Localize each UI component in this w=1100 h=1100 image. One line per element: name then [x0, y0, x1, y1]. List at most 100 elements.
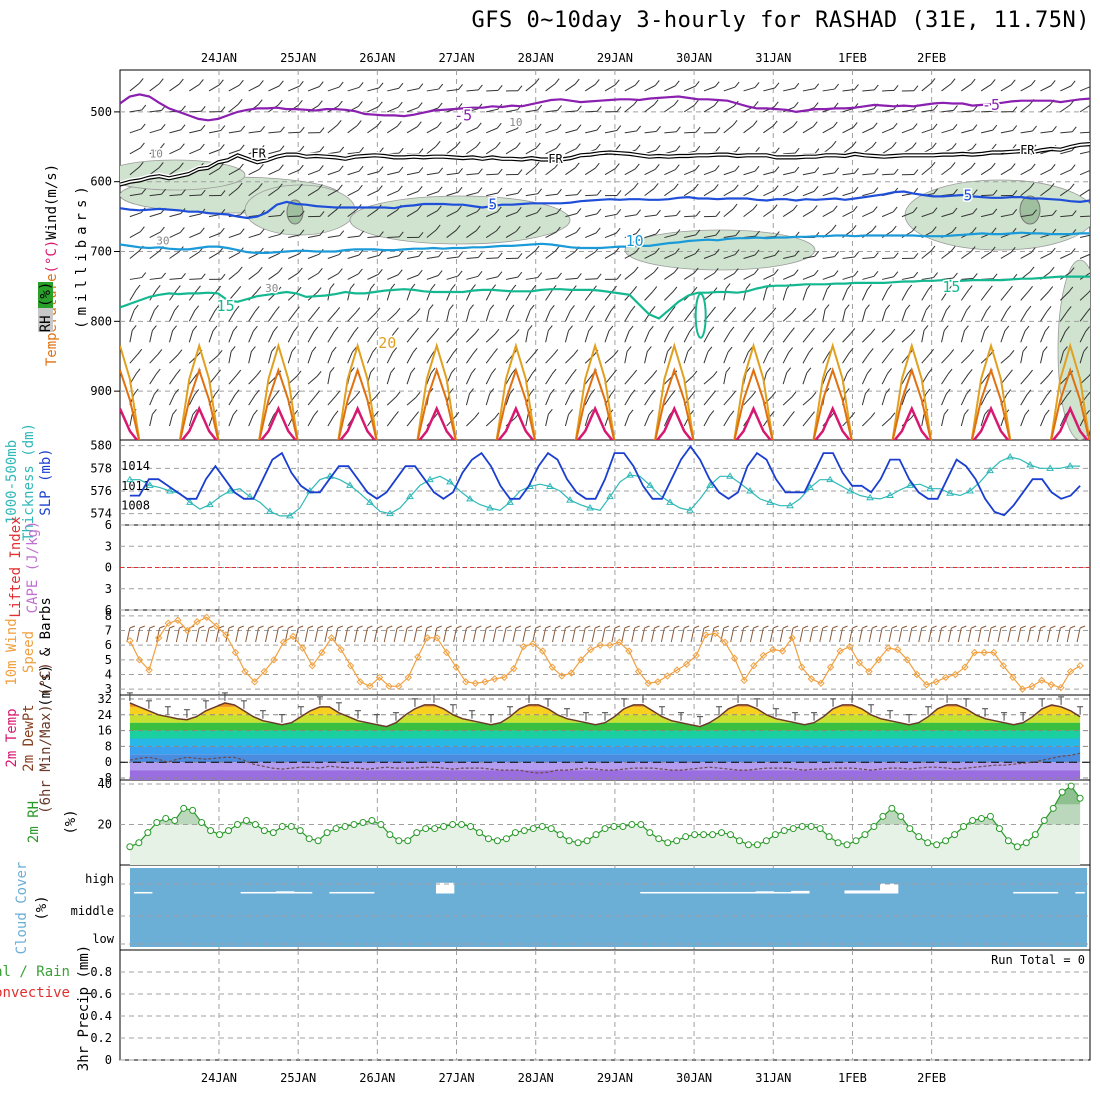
date-label-top: 31JAN — [755, 51, 791, 65]
wind-barb — [466, 211, 478, 218]
wind-barb — [141, 188, 147, 195]
wind-barb — [723, 372, 727, 385]
wind-barb — [732, 119, 738, 126]
wind-barb — [288, 169, 300, 176]
wind-barb-10m — [809, 627, 814, 643]
date-label-top: 1FEB — [838, 51, 867, 65]
wind-barb — [644, 331, 650, 343]
wind-barb — [846, 367, 852, 374]
wind-barb — [774, 82, 780, 89]
wind-barb — [624, 374, 634, 385]
wind-barb — [485, 333, 496, 343]
wind-barb-10m — [146, 627, 151, 643]
wind-barb — [822, 372, 828, 385]
wind-barb-10m — [1079, 625, 1086, 629]
thickness-point — [506, 498, 514, 505]
rh2m-point — [744, 841, 752, 849]
wind-barb — [359, 146, 364, 153]
wind-barb — [149, 310, 155, 322]
wind10m-point — [519, 642, 528, 651]
profile-ylabel-part: Wind — [44, 206, 60, 240]
wind-barb — [711, 390, 716, 397]
wind10m-point — [961, 663, 969, 671]
wind-barb — [852, 205, 858, 212]
wind-barb — [871, 225, 877, 231]
wind-barb-10m — [842, 625, 848, 629]
wind-barb — [545, 373, 553, 385]
wind10m-point — [567, 669, 576, 677]
wind-barb — [200, 189, 206, 196]
wind-barb — [287, 311, 296, 322]
wind-barb — [137, 348, 143, 355]
wind-barb — [725, 283, 731, 289]
wind-barb-10m — [344, 627, 349, 643]
wind10m-point — [462, 678, 470, 686]
wind-barb — [1066, 306, 1072, 312]
wind-barb — [377, 101, 383, 108]
wind-barb — [842, 333, 852, 343]
wind-barb — [169, 232, 181, 239]
wind-barb — [960, 374, 969, 385]
precip-label-convective: Convective — [0, 985, 70, 1001]
wind-barb — [228, 374, 238, 385]
wind-barb — [495, 225, 501, 232]
thickness-point — [266, 507, 274, 514]
wind10m-point — [586, 645, 595, 654]
wind-barb — [941, 373, 949, 385]
wind-barb — [692, 370, 698, 377]
wind-barb — [351, 346, 357, 353]
wind-barb — [980, 83, 992, 92]
wind-barb — [806, 367, 812, 374]
wind-barb — [426, 229, 437, 238]
rh2m-point — [538, 823, 546, 831]
wind-barb — [418, 167, 424, 173]
wind-barb — [327, 189, 339, 197]
wind-barb — [663, 394, 672, 406]
wind-barb — [537, 104, 543, 111]
wind-barb — [349, 367, 355, 373]
wind-barb — [220, 125, 226, 131]
wind-barb — [654, 247, 660, 254]
wind10m-point — [788, 634, 796, 642]
profile-ylabel-pressure: (millibars) — [74, 181, 90, 329]
wind-barb — [585, 110, 598, 113]
rh2m-point — [807, 823, 815, 831]
wind-barb — [291, 346, 297, 353]
wind-barb — [129, 231, 141, 238]
wind10m-point — [874, 656, 883, 664]
wind-barb-10m — [363, 627, 368, 643]
wind-barb — [568, 325, 573, 331]
wind-barb — [1040, 252, 1052, 259]
thickness-point — [406, 492, 414, 500]
wind-barb — [644, 271, 655, 280]
wind-barb — [905, 304, 911, 311]
wind-barb — [327, 273, 339, 280]
wind-barb — [545, 231, 557, 238]
wind-barb — [675, 229, 681, 235]
wind-barb-10m — [1056, 627, 1061, 643]
wind-barb — [832, 205, 838, 212]
wind10m-point — [558, 672, 566, 680]
wind-barb — [140, 123, 146, 130]
ytick-label: 0 — [105, 561, 112, 575]
wind-barb — [329, 283, 335, 289]
wind-barb — [280, 210, 285, 216]
wind-barb-10m — [753, 625, 759, 629]
wind-barb — [933, 188, 938, 195]
wind-barb — [406, 416, 415, 427]
wind-barb — [188, 290, 197, 301]
wind-barb — [628, 409, 634, 416]
wind-barb — [545, 167, 556, 176]
ytick-label-left: 576 — [90, 484, 112, 498]
wind-barb — [556, 207, 562, 214]
wind-barb — [712, 370, 718, 377]
wind10m-point — [241, 667, 249, 676]
wind-barb — [570, 388, 575, 395]
wind-barb — [327, 86, 340, 92]
wind-barb — [129, 193, 142, 197]
wind-barb — [252, 409, 258, 416]
wind-barb — [1044, 325, 1050, 332]
wind-barb — [232, 409, 238, 416]
wind10m-point — [1038, 676, 1046, 685]
wind-barb-10m — [581, 627, 586, 643]
